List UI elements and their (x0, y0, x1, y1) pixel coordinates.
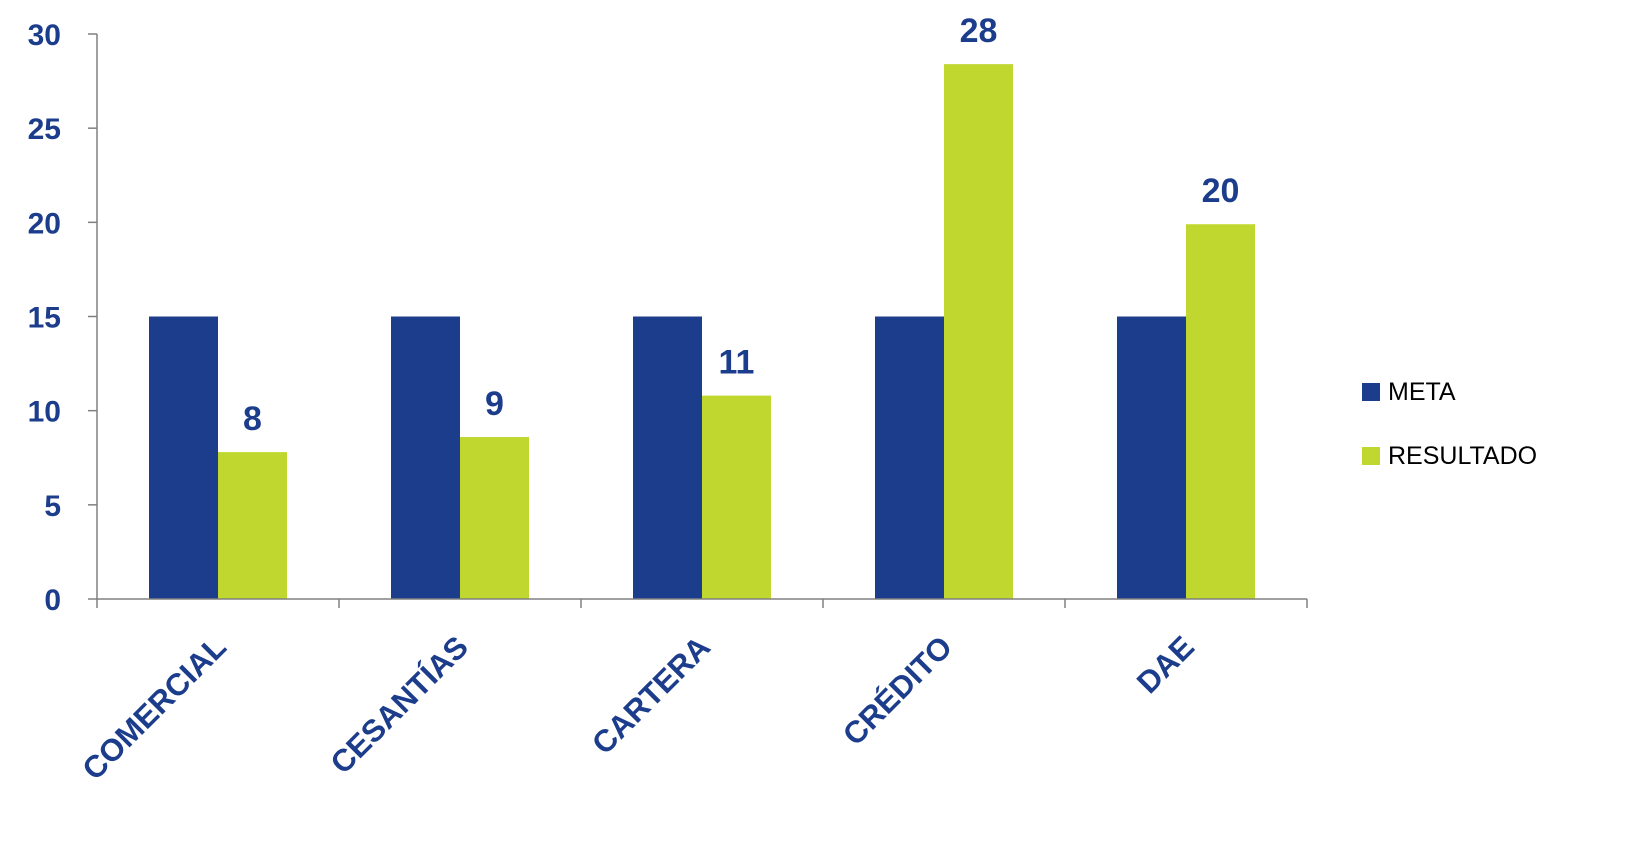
y-tick-label: 10 (28, 396, 61, 429)
x-category-label: CRÉDITO (836, 629, 959, 752)
bar-resultado-3 (944, 64, 1013, 600)
category-labels: COMERCIAL CESANTÍAS CARTERA CRÉDITO DAE (75, 629, 1200, 786)
bar-resultado-0 (218, 452, 287, 599)
y-tick-label: 20 (28, 207, 61, 240)
data-label: 20 (1202, 172, 1240, 210)
legend-label-meta: META (1388, 378, 1456, 406)
bar-resultado-1 (460, 437, 529, 599)
legend-swatch-meta (1362, 383, 1380, 401)
data-label: 8 (243, 400, 262, 438)
y-ticks: 0 5 10 15 20 25 30 (28, 19, 97, 617)
y-tick-label: 0 (44, 584, 61, 617)
y-tick-label: 15 (28, 302, 61, 335)
y-tick-label: 30 (28, 19, 61, 52)
legend-label-resultado: RESULTADO (1388, 442, 1537, 470)
y-tick-label: 25 (28, 113, 61, 146)
y-tick-label: 5 (44, 490, 61, 523)
bar-meta-3 (875, 316, 944, 599)
bar-meta-4 (1117, 316, 1186, 599)
data-label: 11 (719, 344, 755, 382)
bar-meta-0 (149, 316, 218, 599)
bar-meta-2 (633, 316, 702, 599)
x-category-label: CARTERA (585, 629, 717, 761)
bar-resultado-2 (702, 395, 771, 599)
bars-layer (149, 64, 1255, 600)
bar-resultado-4 (1186, 224, 1255, 599)
x-category-label: CESANTÍAS (324, 629, 475, 780)
x-category-label: DAE (1130, 629, 1201, 700)
data-labels: 8 9 11 28 20 (243, 12, 1239, 438)
data-label: 28 (960, 12, 998, 50)
data-label: 9 (485, 385, 504, 423)
x-category-label: COMERCIAL (75, 629, 232, 786)
legend-swatch-resultado (1362, 447, 1380, 465)
legend: META RESULTADO (1362, 378, 1537, 470)
x-ticks (96, 599, 1308, 608)
bar-meta-1 (391, 316, 460, 599)
